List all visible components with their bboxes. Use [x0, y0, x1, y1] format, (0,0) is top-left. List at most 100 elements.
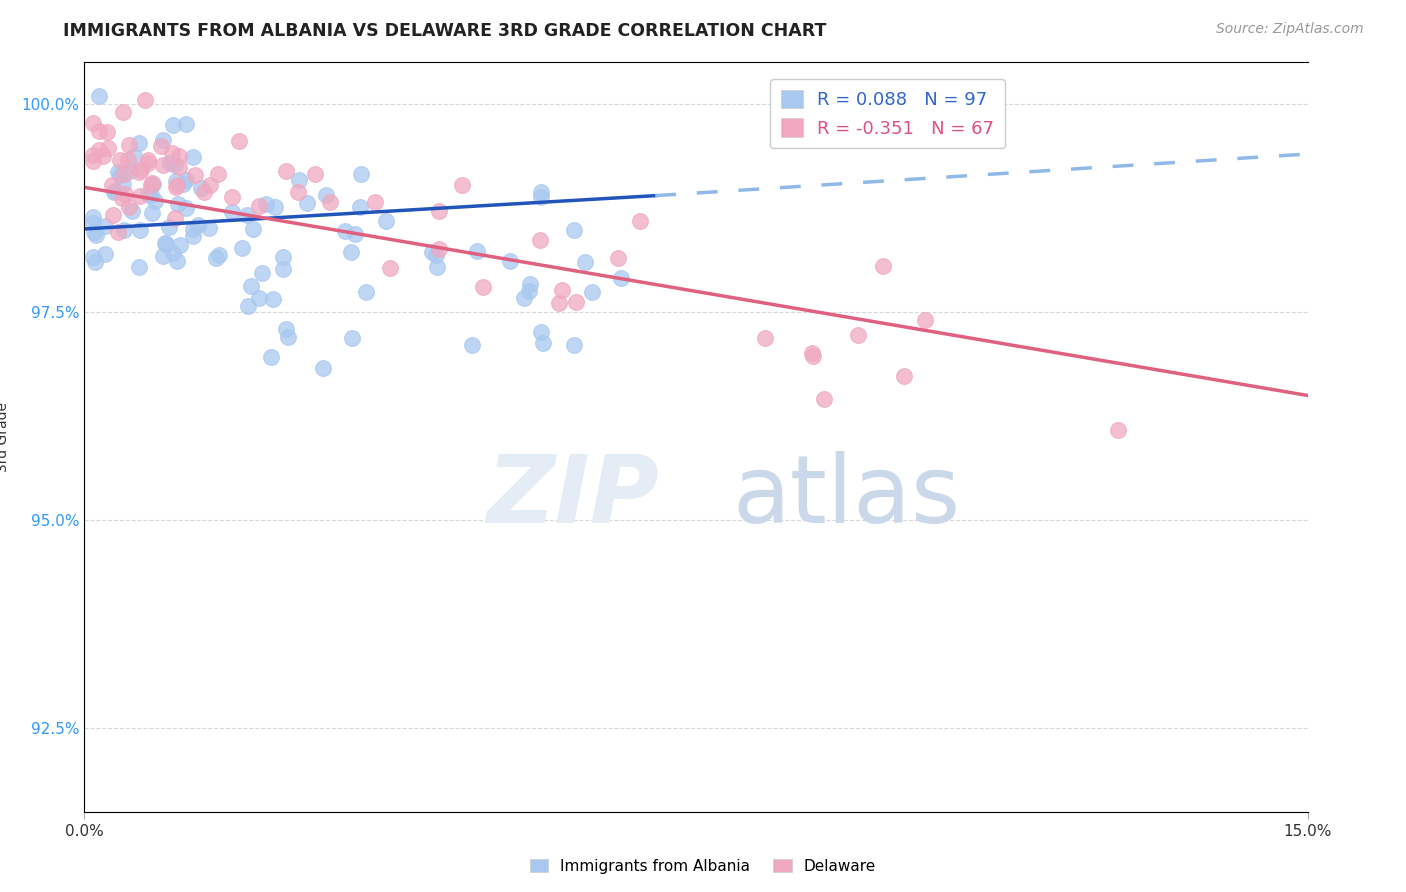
Point: [91, 149, 114, 163]
Point: [531, 335, 554, 350]
Point: [166, 253, 188, 268]
Point: [114, 186, 136, 201]
Point: [94, 247, 117, 261]
Text: ZIP: ZIP: [486, 451, 659, 543]
Point: [162, 118, 184, 132]
Point: [107, 225, 129, 239]
Point: [174, 173, 197, 187]
Point: [420, 245, 443, 260]
Point: [242, 222, 264, 236]
Point: [141, 206, 163, 220]
Point: [97, 140, 120, 154]
Point: [530, 189, 553, 203]
Point: [162, 246, 184, 260]
Point: [108, 153, 131, 167]
Point: [167, 197, 190, 211]
Point: [163, 211, 186, 226]
Point: [221, 205, 243, 219]
Point: [136, 153, 159, 167]
Point: [562, 338, 585, 352]
Point: [754, 331, 776, 345]
Point: [181, 222, 204, 236]
Point: [250, 266, 273, 280]
Point: [565, 295, 588, 310]
Point: [277, 330, 299, 344]
Point: [340, 244, 363, 259]
Point: [111, 191, 134, 205]
Point: [893, 368, 915, 383]
Point: [155, 236, 177, 251]
Point: [264, 200, 287, 214]
Point: [872, 259, 894, 273]
Point: [82, 153, 104, 168]
Point: [128, 165, 150, 179]
Point: [190, 181, 212, 195]
Point: [152, 133, 174, 147]
Point: [200, 178, 222, 193]
Point: [82, 148, 104, 162]
Point: [84, 227, 107, 242]
Point: [141, 187, 163, 202]
Point: [530, 326, 553, 340]
Point: [287, 185, 309, 199]
Point: [340, 331, 363, 345]
Point: [581, 285, 603, 299]
Point: [107, 165, 129, 179]
Point: [426, 260, 449, 274]
Point: [159, 156, 181, 170]
Legend: Immigrants from Albania, Delaware: Immigrants from Albania, Delaware: [524, 853, 882, 880]
Point: [143, 194, 166, 209]
Point: [628, 214, 651, 228]
Point: [610, 271, 633, 285]
Point: [427, 242, 450, 256]
Point: [167, 161, 190, 175]
Point: [157, 219, 180, 234]
Point: [82, 216, 104, 230]
Point: [165, 174, 187, 188]
Point: [228, 134, 250, 148]
Point: [193, 186, 215, 200]
Point: [262, 292, 284, 306]
Point: [378, 261, 401, 276]
Point: [166, 178, 188, 192]
Point: [231, 241, 253, 255]
Point: [100, 178, 122, 193]
Point: [461, 338, 484, 352]
Point: [207, 168, 229, 182]
Point: [94, 219, 117, 233]
Point: [153, 235, 176, 250]
Point: [120, 164, 142, 178]
Point: [136, 156, 159, 170]
Point: [548, 295, 571, 310]
Point: [187, 218, 209, 232]
Point: [103, 208, 125, 222]
Point: [118, 200, 141, 214]
Point: [118, 138, 141, 153]
Point: [315, 188, 337, 202]
Point: [122, 149, 145, 163]
Point: [87, 124, 110, 138]
Point: [172, 177, 194, 191]
Point: [517, 285, 540, 299]
Point: [128, 136, 150, 150]
Point: [450, 178, 472, 192]
Point: [104, 184, 127, 198]
Point: [198, 220, 221, 235]
Point: [801, 349, 824, 363]
Point: [87, 143, 110, 157]
Point: [271, 250, 294, 264]
Point: [319, 194, 342, 209]
Point: [149, 139, 172, 153]
Point: [550, 283, 572, 297]
Y-axis label: 3rd Grade: 3rd Grade: [0, 402, 10, 472]
Point: [174, 201, 197, 215]
Text: Source: ZipAtlas.com: Source: ZipAtlas.com: [1216, 22, 1364, 37]
Point: [160, 145, 183, 160]
Point: [288, 173, 311, 187]
Point: [425, 248, 447, 262]
Point: [103, 185, 125, 199]
Point: [128, 222, 150, 236]
Point: [529, 233, 551, 247]
Point: [128, 189, 150, 203]
Point: [121, 204, 143, 219]
